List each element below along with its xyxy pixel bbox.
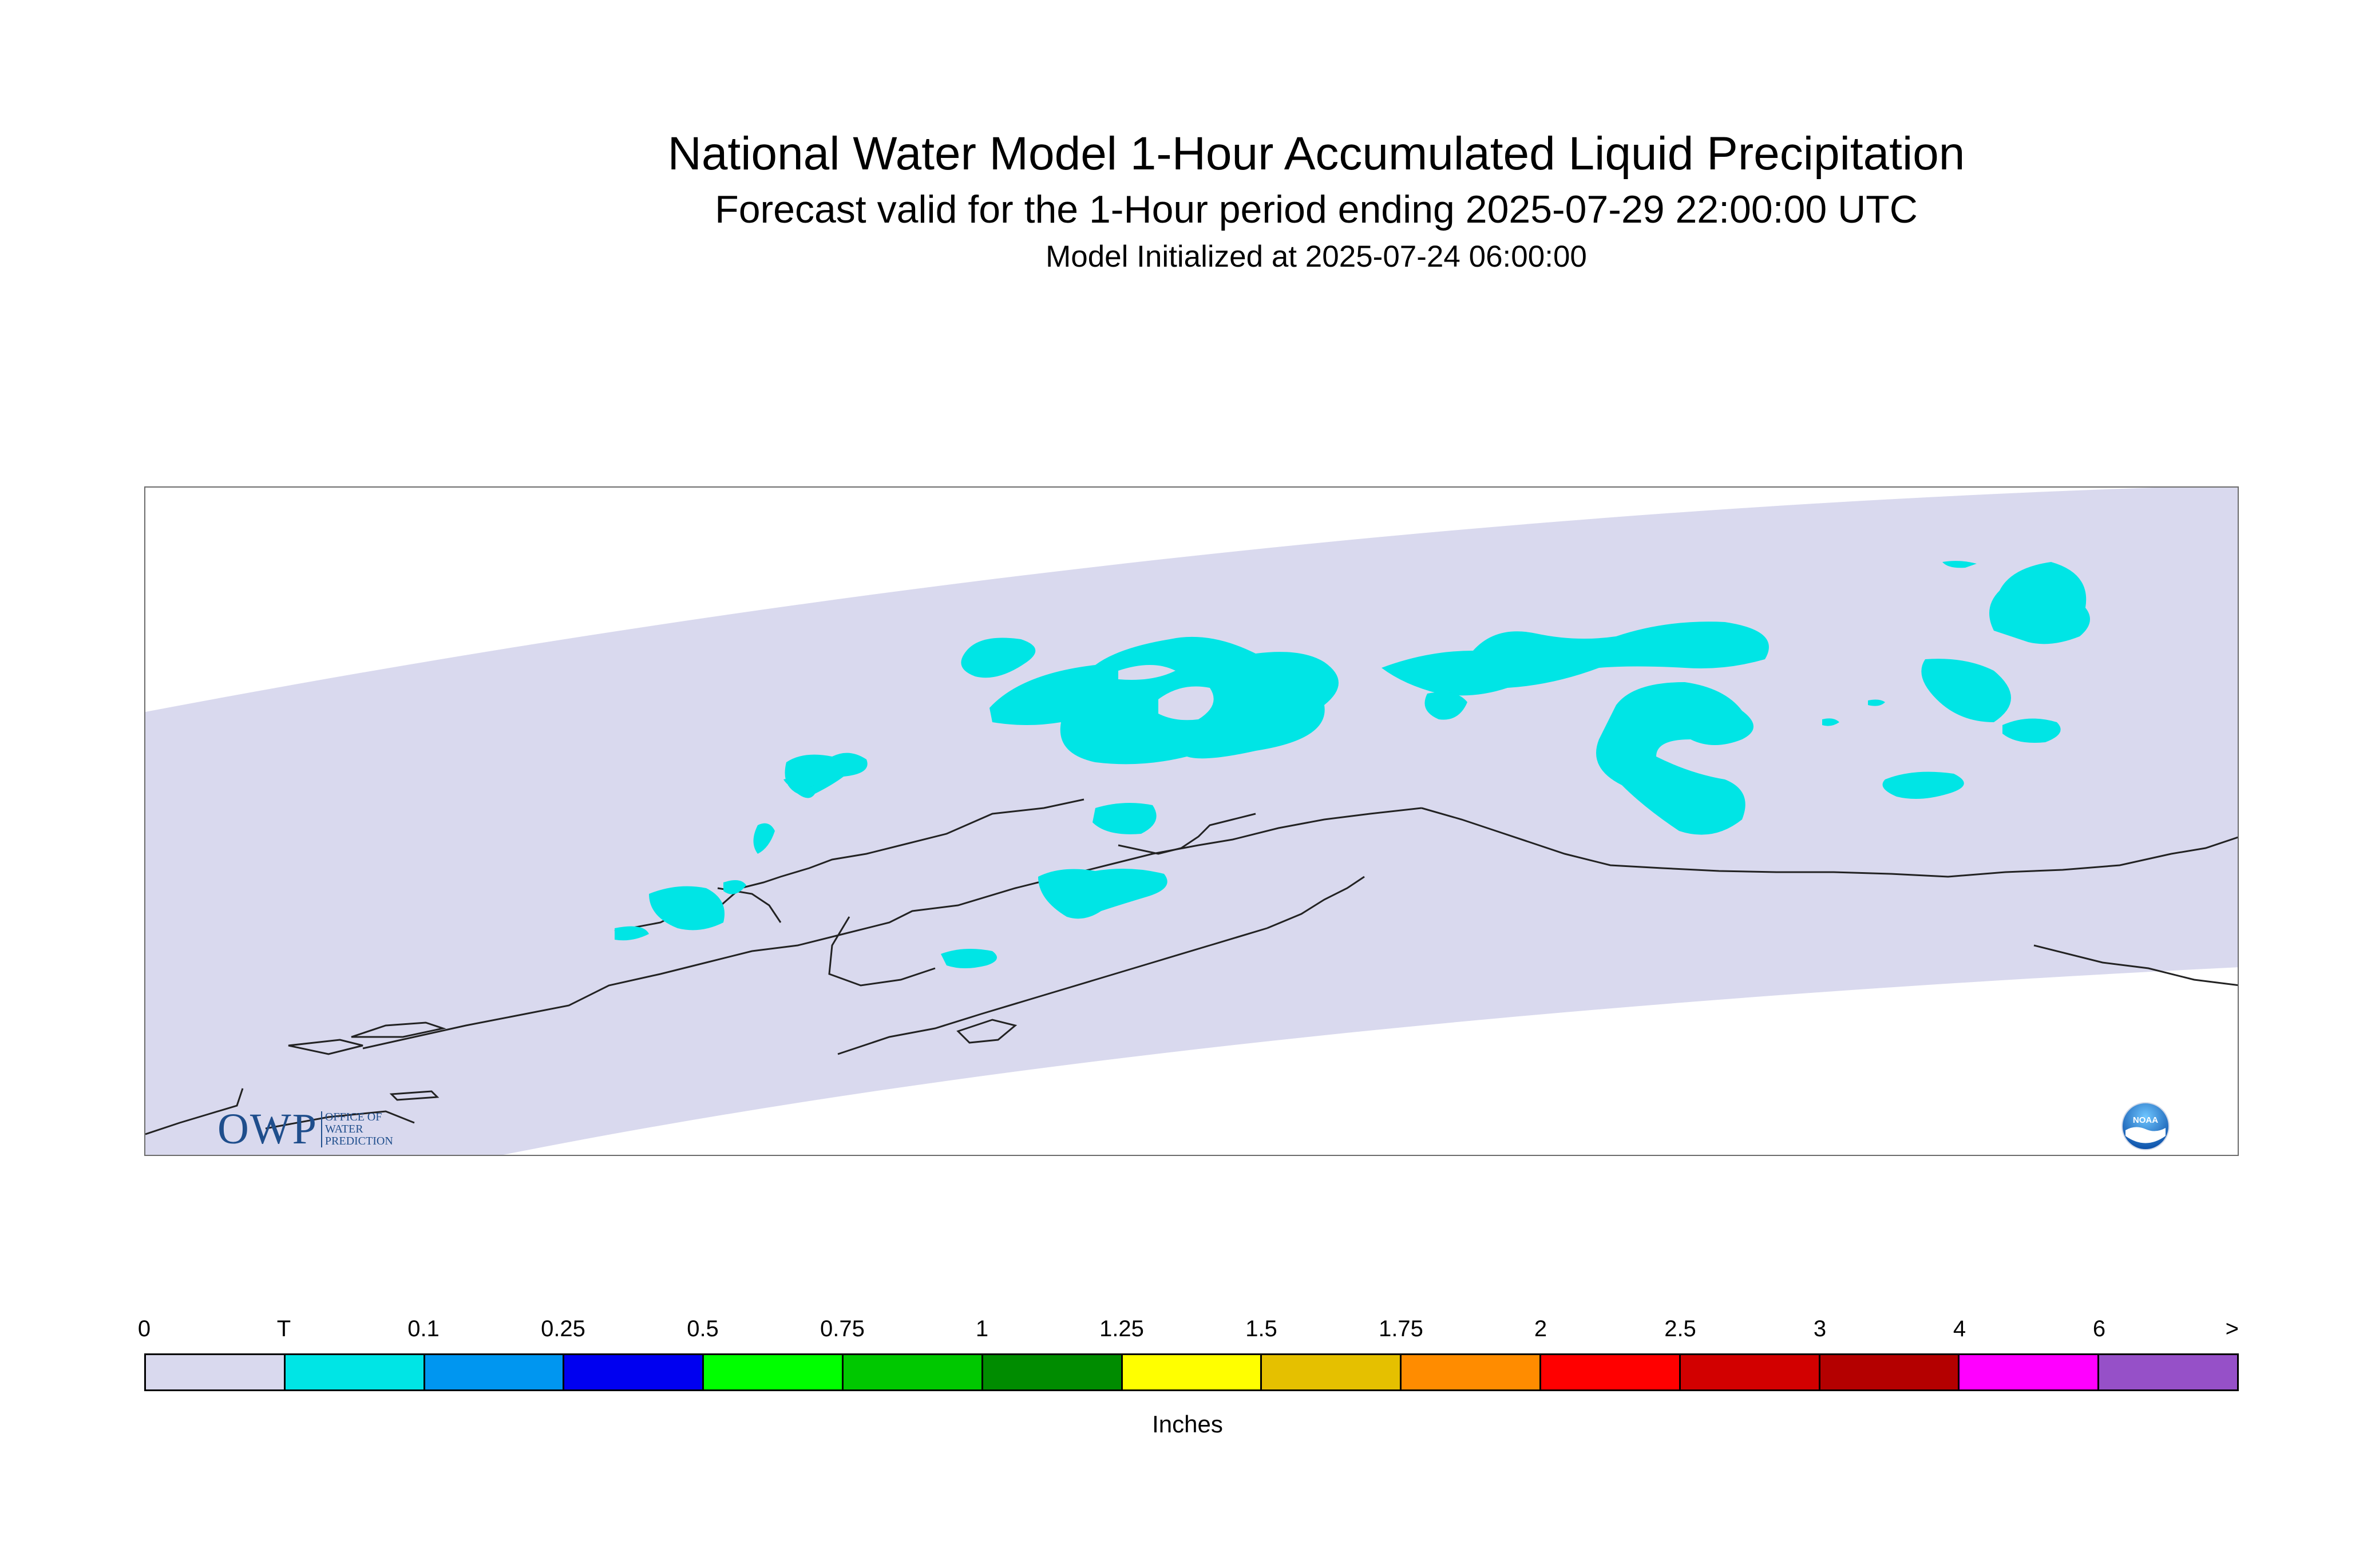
owp-logo-text-line: OFFICE OF <box>324 1110 382 1123</box>
precipitation-gaps <box>1118 665 1713 761</box>
precip-area <box>649 886 725 930</box>
owp-logo-text: OFFICE OF WATER PREDICTION <box>320 1110 393 1147</box>
legend-swatch <box>1122 1355 1262 1389</box>
legend-swatch <box>2099 1355 2237 1389</box>
precip-area <box>1989 562 2090 644</box>
coastline-aleutian-chain <box>837 927 1268 1055</box>
precip-area <box>783 777 815 789</box>
island-bering <box>288 1039 363 1055</box>
noaa-logo-text: NOAA <box>2133 1115 2158 1125</box>
coastline-siberia <box>145 1088 244 1135</box>
precip-gap <box>1118 665 1175 680</box>
precip-area <box>1868 699 1885 706</box>
precip-gap <box>1679 749 1713 761</box>
coastline-prince-william <box>1266 876 1365 929</box>
legend-label: 0.75 <box>820 1316 865 1341</box>
owp-logo-mark: OWP <box>217 1105 318 1153</box>
precip-area <box>1038 869 1167 919</box>
precip-area <box>1382 621 1769 696</box>
legend-swatch <box>564 1355 704 1389</box>
coastline-alaska-peninsula <box>362 807 1422 1050</box>
legend-label: 0 <box>137 1316 151 1341</box>
legend-label: > <box>2225 1316 2239 1341</box>
legend-units: Inches <box>1152 1411 1223 1438</box>
legend-swatch <box>1541 1355 1681 1389</box>
island-kodiak <box>956 1019 1018 1044</box>
precip-area <box>723 880 746 894</box>
legend-label: 0.5 <box>687 1316 719 1341</box>
coastline-bristol <box>828 916 936 987</box>
precip-area <box>2002 718 2061 743</box>
legend-label: 6 <box>2092 1316 2106 1341</box>
coastline-kenai <box>1118 813 1256 855</box>
coastline-canada <box>2033 944 2238 987</box>
legend-swatch <box>704 1355 844 1389</box>
legend-swatch <box>285 1355 425 1389</box>
precipitation-layer <box>615 561 2090 968</box>
legend-swatch <box>1262 1355 1402 1389</box>
map-subtitle: Forecast valid for the 1-Hour period end… <box>715 188 1918 231</box>
map-title: National Water Model 1-Hour Accumulated … <box>667 128 1965 180</box>
precip-area <box>1882 771 1964 799</box>
precip-area <box>1424 692 1467 720</box>
precip-area <box>615 926 649 941</box>
legend-label: 1 <box>975 1316 989 1341</box>
legend-swatch <box>1820 1355 1960 1389</box>
model-domain <box>145 488 2238 1155</box>
legend-label: 0.25 <box>541 1316 585 1341</box>
legend-swatch <box>146 1355 286 1389</box>
legend-label: 2.5 <box>1664 1316 1696 1341</box>
precipitation-legend <box>144 1353 2239 1391</box>
precip-area <box>961 638 1036 678</box>
noaa-logo: NOAA <box>2121 1102 2170 1151</box>
legend-label: 1.75 <box>1379 1316 1423 1341</box>
precip-area <box>1822 718 1839 726</box>
legend-swatch <box>843 1355 983 1389</box>
legend-label: 4 <box>1953 1316 1966 1341</box>
legend-swatch <box>983 1355 1123 1389</box>
island-pribilof <box>389 1090 440 1101</box>
island-st-lawrence <box>351 1021 446 1038</box>
model-init-text: Model Initialized at 2025-07-24 06:00:00 <box>1046 240 1587 274</box>
coastline-layer <box>145 798 2238 1135</box>
precip-gap <box>1158 686 1214 720</box>
legend-labels: 0 T 0.1 0.25 0.5 0.75 1 1.25 1.5 1.75 2 2.5 3 4 6 > <box>138 1316 2239 1345</box>
precip-area <box>753 823 775 854</box>
legend-label: T <box>276 1316 291 1341</box>
legend-label: 0.1 <box>407 1316 440 1341</box>
precip-area <box>1092 803 1157 834</box>
legend-swatch <box>1402 1355 1541 1389</box>
legend-label: 2 <box>1534 1316 1547 1341</box>
legend-label: 3 <box>1813 1316 1827 1341</box>
legend-label: 1.25 <box>1099 1316 1144 1341</box>
owp-logo-text-line: WATER <box>324 1122 363 1135</box>
legend-swatch <box>425 1355 565 1389</box>
precipitation-map <box>145 488 2238 1155</box>
precip-area <box>1921 659 2011 722</box>
owp-logo: OWP OFFICE OF WATER PREDICTION <box>217 1105 393 1153</box>
legend-swatch <box>1960 1355 2100 1389</box>
owp-logo-text-line: PREDICTION <box>324 1134 393 1147</box>
legend-label: 1.5 <box>1245 1316 1277 1341</box>
precip-area <box>1596 682 1753 835</box>
legend-swatch <box>1680 1355 1820 1389</box>
precip-area <box>1942 561 1977 568</box>
coastline-gulf <box>1421 807 2238 878</box>
map-panel <box>144 486 2239 1156</box>
noaa-emblem-icon: NOAA <box>2121 1102 2170 1150</box>
coastline-siberia-east <box>265 1110 415 1130</box>
precip-area <box>941 949 997 968</box>
